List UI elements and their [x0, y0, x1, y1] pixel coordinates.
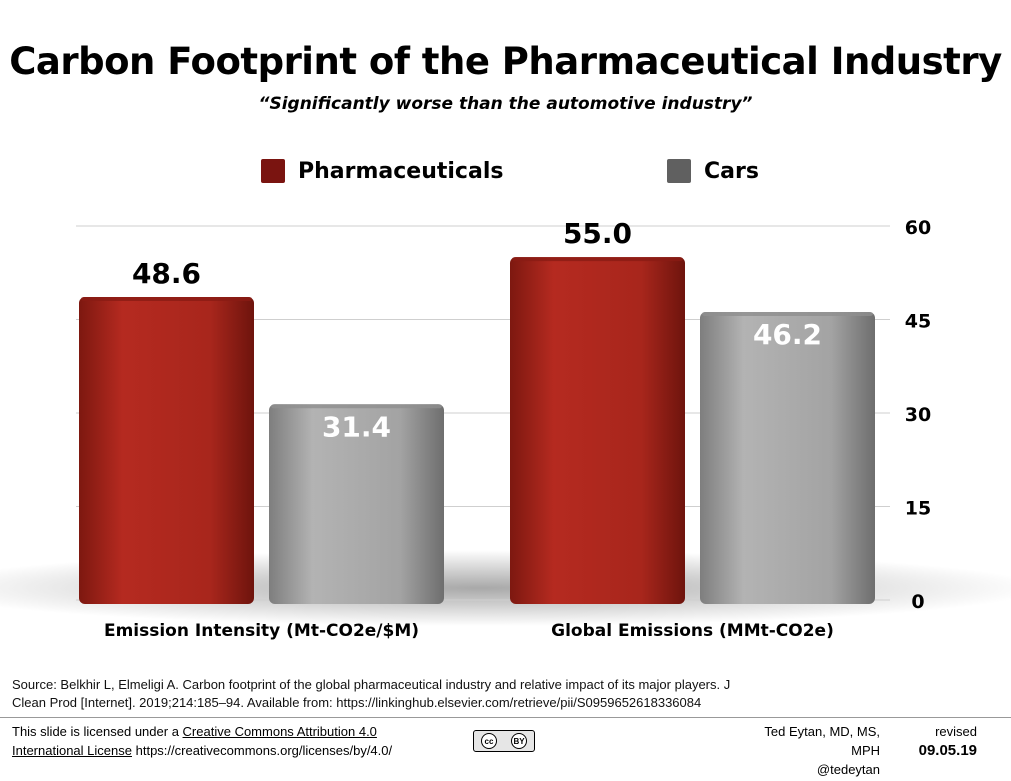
- source-line-1: Source: Belkhir L, Elmeligi A. Carbon fo…: [12, 677, 731, 692]
- bar-pharmaceuticals-emission-intensity: [79, 297, 254, 604]
- y-tick-label: 45: [905, 311, 931, 333]
- revision-info: revised 09.05.19: [905, 722, 977, 760]
- legend-item-cars: Cars: [667, 156, 759, 186]
- bar-top-bevel: [512, 257, 683, 262]
- y-tick-label: 0: [911, 591, 924, 613]
- y-tick-label: 15: [905, 498, 931, 520]
- bar-top-bevel: [81, 297, 252, 302]
- category-label: Global Emissions (MMt-CO2e): [551, 621, 834, 641]
- data-label-cars-emission-intensity: 31.4: [322, 410, 391, 443]
- revised-date: 09.05.19: [918, 742, 977, 759]
- y-tick-label: 30: [905, 404, 931, 426]
- data-label-cars-global-emissions: 46.2: [753, 318, 822, 351]
- bar-top-bevel: [271, 404, 442, 409]
- source-line-2: Clean Prod [Internet]. 2019;214:185–94. …: [12, 695, 702, 710]
- data-label-pharmaceuticals-emission-intensity: 48.6: [132, 257, 201, 290]
- bar-cars-global-emissions: [700, 312, 875, 604]
- chart-title: Carbon Footprint of the Pharmaceutical I…: [9, 40, 1002, 83]
- license-link-cc-attribution[interactable]: Creative Commons Attribution 4.0: [182, 724, 377, 739]
- revised-label: revised: [935, 724, 977, 739]
- cc-icon: cc: [481, 733, 497, 749]
- cc-by-badge-icon[interactable]: cc BY: [473, 730, 535, 752]
- y-tick-label: 60: [905, 217, 931, 239]
- license-link-international[interactable]: International License: [12, 743, 132, 758]
- bar-cars-emission-intensity: [269, 404, 444, 604]
- license-prefix: This slide is licensed under a: [12, 724, 179, 739]
- legend-swatch-cars: [667, 159, 691, 183]
- bar-pharmaceuticals-global-emissions: [510, 257, 685, 604]
- legend-label-cars: Cars: [704, 158, 759, 184]
- legend-item-pharmaceuticals: Pharmaceuticals: [261, 156, 503, 186]
- footer-divider: [0, 717, 1011, 718]
- category-label: Emission Intensity (Mt-CO2e/$M): [104, 621, 419, 641]
- author-credit: Ted Eytan, MD, MS, MPH @tedeytan: [740, 722, 880, 779]
- bar-top-bevel: [702, 312, 873, 317]
- source-citation: Source: Belkhir L, Elmeligi A. Carbon fo…: [12, 676, 842, 712]
- by-icon: BY: [511, 733, 527, 749]
- license-url: https://creativecommons.org/licenses/by/…: [135, 743, 393, 758]
- legend-swatch-pharmaceuticals: [261, 159, 285, 183]
- chart-subtitle: “Significantly worse than the automotive…: [258, 94, 753, 114]
- author-handle: @tedeytan: [816, 762, 880, 777]
- legend-label-pharmaceuticals: Pharmaceuticals: [298, 158, 504, 184]
- author-name: Ted Eytan, MD, MS, MPH: [764, 724, 880, 758]
- bar-chart: 48.6 31.4 55.0 46.2 0 15 30 45 60 Emission Inte…: [0, 217, 1011, 641]
- data-label-pharmaceuticals-global-emissions: 55.0: [563, 217, 632, 250]
- license-notice: This slide is licensed under a Creative …: [12, 722, 392, 760]
